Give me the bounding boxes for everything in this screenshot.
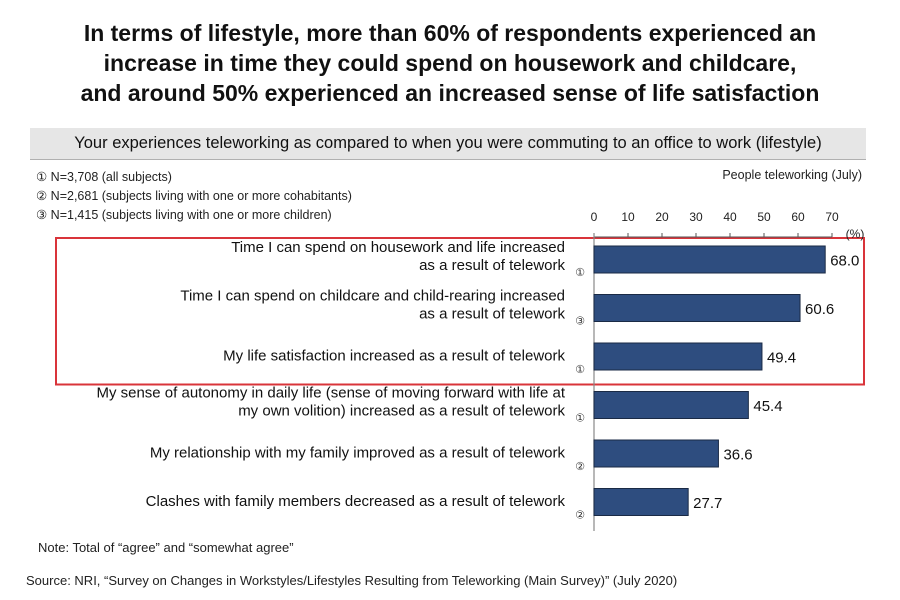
series-label: People teleworking (July) [722,168,862,182]
sample-note: ② N=2,681 (subjects living with one or m… [36,189,352,203]
bar-value-label: 45.4 [753,398,782,415]
highlight-box [55,237,865,386]
x-tick-label: 40 [723,210,737,224]
category-label: my own volition) increased as a result o… [238,403,565,420]
category-label: as a result of telework [419,257,565,274]
sample-marker: ② [575,460,585,473]
bar [593,294,801,322]
sample-note: ③ N=1,415 (subjects living with one or m… [36,208,332,222]
bar-value-label: 68.0 [830,253,859,270]
x-tick-label: 30 [689,210,703,224]
bar-value-label: 60.6 [805,301,834,318]
sample-marker: ① [575,412,585,425]
headline-line: In terms of lifestyle, more than 60% of … [83,20,817,46]
sample-marker: ② [575,509,585,522]
sample-notes: ① N=3,708 (all subjects) ② N=2,681 (subj… [36,168,352,225]
headline: In terms of lifestyle, more than 60% of … [0,18,900,108]
x-tick-label: 70 [825,210,839,224]
source-note: Source: NRI, “Survey on Changes in Works… [26,573,678,588]
category-label: Clashes with family members decreased as… [146,493,566,510]
sample-marker: ③ [575,315,585,328]
bar [593,342,763,371]
bar [593,391,749,419]
bar [593,439,719,468]
bar-value-label: 27.7 [693,495,722,512]
x-axis-unit: (%) [846,227,865,241]
category-label: My life satisfaction increased as a resu… [223,348,565,365]
sample-marker: ① [575,363,585,376]
category-label: Time I can spend on housework and life i… [231,239,565,256]
bar [593,245,826,274]
chart-subtitle-bar: Your experiences teleworking as compared… [30,128,866,160]
category-label: My relationship with my family improved … [150,445,566,462]
bar [593,488,689,516]
bar-value-label: 49.4 [767,350,796,367]
sample-marker: ① [575,266,585,279]
headline-line: increase in time they could spend on hou… [103,50,797,76]
sample-note: ① N=3,708 (all subjects) [36,170,172,184]
category-label: as a result of telework [419,306,565,323]
category-label: My sense of autonomy in daily life (sens… [96,385,565,402]
x-tick-label: 10 [621,210,635,224]
x-tick-label: 60 [791,210,805,224]
footnote: Note: Total of “agree” and “somewhat agr… [38,540,294,555]
headline-line: and around 50% experienced an increased … [80,80,820,106]
category-label: Time I can spend on childcare and child-… [180,288,565,305]
x-tick-label: 20 [655,210,669,224]
chart-subtitle: Your experiences teleworking as compared… [74,134,822,152]
x-tick-label: 0 [591,210,598,224]
x-tick-label: 50 [757,210,771,224]
bar-value-label: 36.6 [723,447,752,464]
